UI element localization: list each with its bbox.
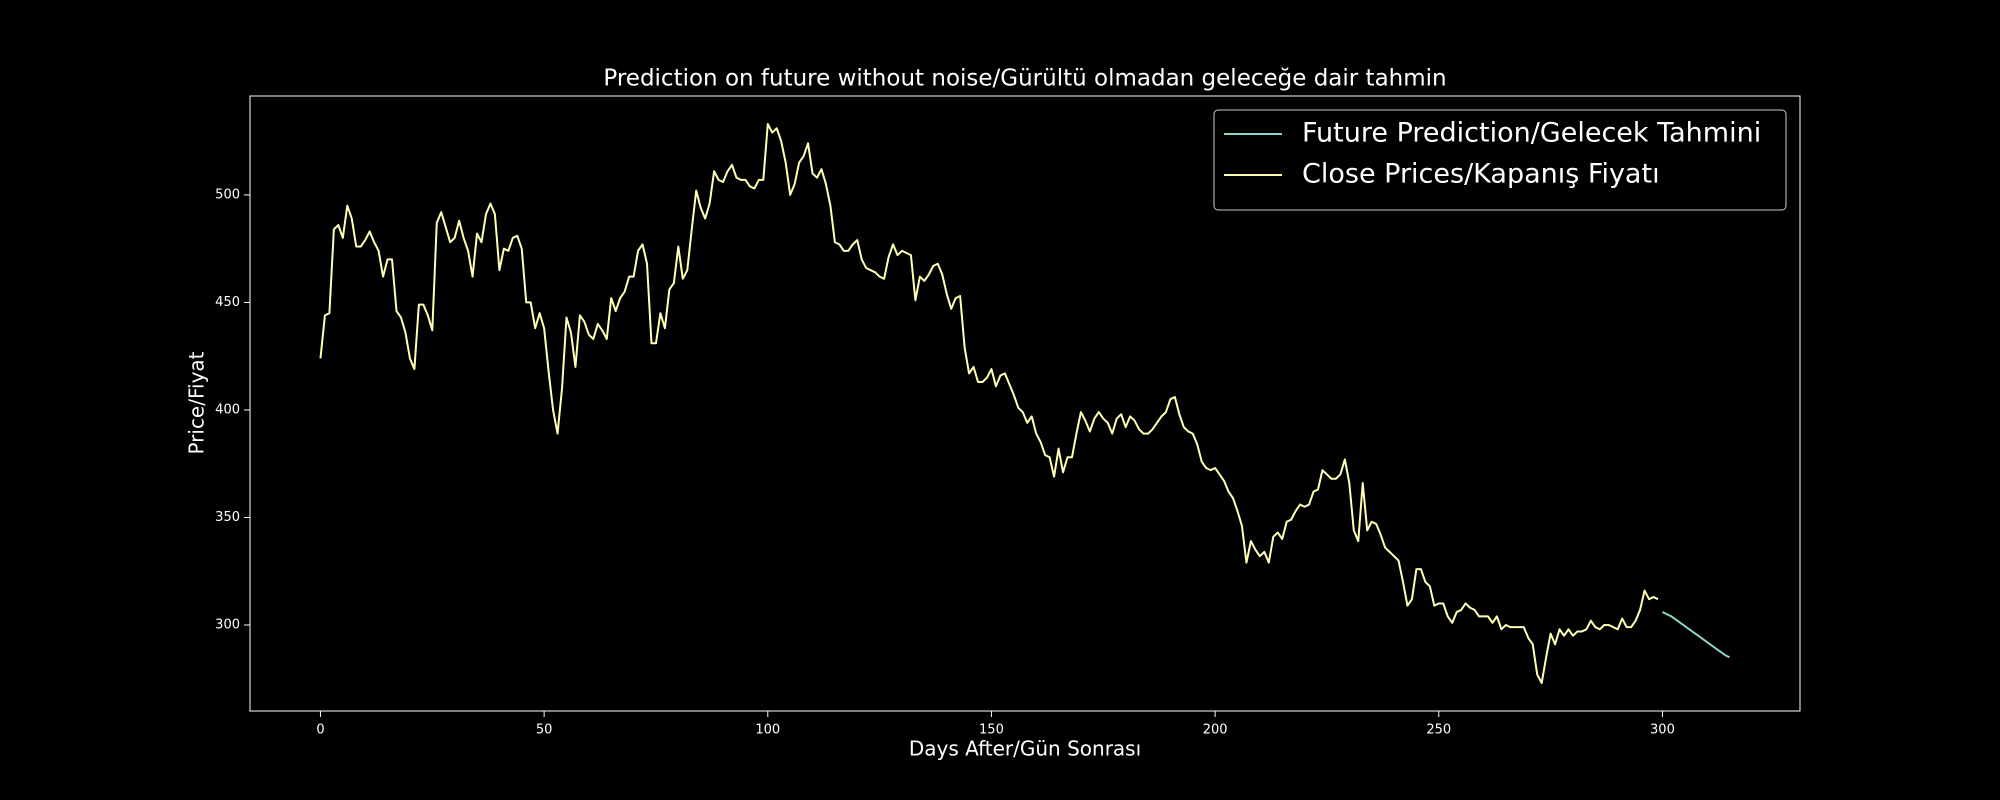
x-axis-label: Days After/Gün Sonrası [909, 737, 1141, 761]
x-tick-label: 200 [1203, 723, 1228, 738]
y-axis-label: Price/Fiyat [185, 351, 209, 454]
y-tick-label: 500 [215, 187, 240, 202]
x-tick-label: 50 [536, 723, 553, 738]
y-tick-label: 300 [215, 617, 240, 632]
x-tick-label: 150 [979, 723, 1004, 738]
chart-title: Prediction on future without noise/Gürül… [603, 66, 1446, 92]
line-series [1662, 611, 1730, 659]
y-tick-label: 450 [215, 295, 240, 310]
y-tick-label: 400 [215, 402, 240, 417]
plot-frame [249, 95, 1801, 712]
x-tick-label: 0 [316, 723, 324, 738]
legend-label: Close Prices/Kapanış Fiyatı [1302, 159, 1660, 190]
line-series [319, 122, 1659, 685]
x-tick-label: 250 [1426, 723, 1451, 738]
y-tick-label: 350 [215, 510, 240, 525]
legend-label: Future Prediction/Gelecek Tahmini [1302, 118, 1761, 149]
legend-frame [1213, 109, 1787, 211]
x-tick-label: 300 [1650, 723, 1675, 738]
x-tick-label: 100 [755, 723, 780, 738]
